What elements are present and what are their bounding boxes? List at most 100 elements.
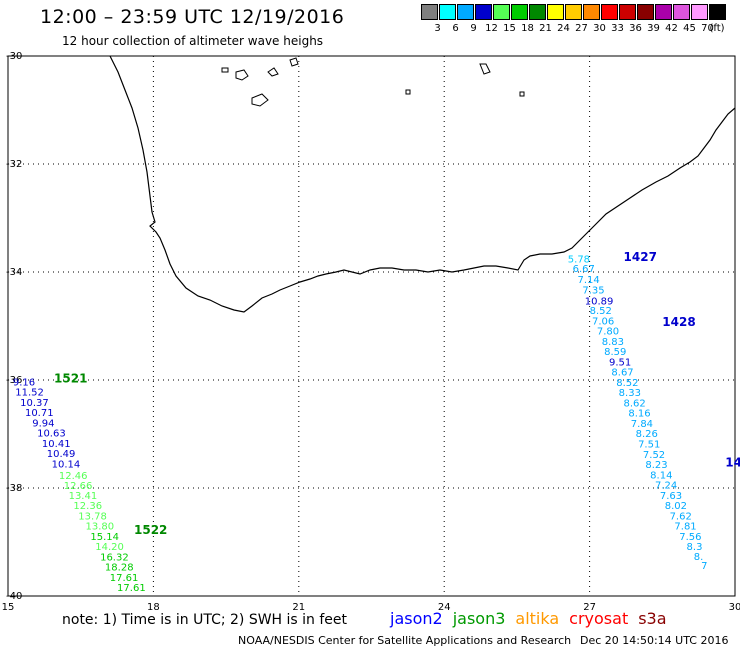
color-scale-swatch — [673, 4, 690, 20]
lon-tick-label: 24 — [438, 602, 451, 613]
coastline-island — [519, 91, 525, 97]
wave-height-value: 7.14 — [577, 275, 599, 286]
wave-height-value: 10.63 — [37, 429, 66, 440]
map-subtitle: 12 hour collection of altimeter wave hei… — [62, 34, 324, 48]
coastline-island — [221, 67, 229, 73]
wave-height-value: 14.20 — [95, 542, 124, 553]
coastline-island — [267, 67, 279, 77]
color-scale-label: 15 — [503, 23, 516, 34]
wave-height-value: 8.83 — [602, 337, 624, 348]
wave-height-value: 6.67 — [573, 264, 595, 275]
color-scale-swatch — [655, 4, 672, 20]
wave-height-value: 8.59 — [604, 347, 626, 358]
color-scale-swatch — [529, 4, 546, 20]
color-scale-swatch — [601, 4, 618, 20]
wave-height-value: 7 — [701, 561, 707, 572]
color-scale-label: 33 — [611, 23, 624, 34]
lat-tick-label: -36 — [6, 375, 22, 386]
credit-text: NOAA/NESDIS Center for Satellite Applica… — [238, 634, 572, 647]
wave-height-value: 9.94 — [32, 418, 54, 429]
color-scale-label: 30 — [593, 23, 606, 34]
color-scale-swatch — [457, 4, 474, 20]
color-scale-swatch — [565, 4, 582, 20]
pass-time-label: 1427 — [624, 250, 657, 264]
wave-height-value: 7.81 — [674, 522, 696, 533]
pass-time-label: 1428 — [662, 315, 695, 329]
wave-height-value: 10.41 — [42, 439, 71, 450]
timestamp-text: Dec 20 14:50:14 UTC 2016 — [580, 634, 729, 647]
wave-height-value: 8.33 — [619, 388, 641, 399]
color-scale-label: 6 — [452, 23, 459, 34]
color-scale-label: 45 — [683, 23, 696, 34]
lat-tick-label: -32 — [6, 159, 22, 170]
lat-tick-label: -38 — [6, 483, 22, 494]
lat-tick-label: -40 — [6, 591, 22, 602]
lon-tick-label: 27 — [583, 602, 596, 613]
wave-height-value: 11.52 — [15, 388, 44, 399]
wave-height-value: 7.62 — [670, 511, 692, 522]
wave-height-value: 13.41 — [69, 491, 98, 502]
color-scale-label: 39 — [647, 23, 660, 34]
wave-height-value: 10.71 — [25, 408, 54, 419]
wave-height-value: 9.51 — [609, 357, 631, 368]
color-scale-swatch — [439, 4, 456, 20]
data-labels: 5.786.677.147.3510.898.527.067.808.838.5… — [13, 250, 740, 594]
color-scale-swatch — [637, 4, 654, 20]
wave-height-value: 16.32 — [100, 552, 129, 563]
coastline-island — [479, 63, 491, 75]
pass-time-label: 1521 — [54, 372, 87, 386]
wave-height-value: 7.63 — [660, 491, 682, 502]
color-scale-swatch — [547, 4, 564, 20]
wave-height-value: 13.80 — [86, 522, 115, 533]
wave-height-value: 10.37 — [20, 398, 49, 409]
satellite-legend: jason2 jason3 altika cryosat s3a — [390, 609, 677, 628]
wave-height-value: 10.49 — [47, 449, 76, 460]
color-scale-swatch — [691, 4, 708, 20]
wave-height-value: 8.62 — [624, 398, 646, 409]
color-scale-swatch — [583, 4, 600, 20]
wave-height-value: 8.3 — [687, 542, 703, 553]
wave-height-value: 8.02 — [665, 501, 687, 512]
wave-height-value: 17.61 — [110, 573, 139, 584]
lat-tick-label: -34 — [6, 267, 22, 278]
wave-height-value: 8.14 — [650, 470, 672, 481]
wave-height-value: 8.52 — [590, 306, 612, 317]
color-scale-swatch — [421, 4, 438, 20]
color-scale-swatch — [475, 4, 492, 20]
color-scale-swatch — [511, 4, 528, 20]
legend-item-cryosat: cryosat — [569, 609, 629, 628]
legend-item-jason2: jason2 — [390, 609, 443, 628]
wave-height-value: 7.51 — [638, 440, 660, 451]
color-scale-label: 42 — [665, 23, 678, 34]
pass-time-label: 1522 — [134, 523, 167, 537]
map-border — [7, 55, 736, 597]
wave-height-value: 8.16 — [628, 409, 650, 420]
wave-height-value: 5.78 — [568, 254, 590, 265]
color-scale-label: 27 — [575, 23, 588, 34]
pass-time-label: 142 — [725, 455, 740, 469]
lon-tick-label: 15 — [2, 602, 15, 613]
wave-height-value: 7.56 — [679, 532, 701, 543]
color-scale-label: 12 — [485, 23, 498, 34]
color-scale-label: 21 — [539, 23, 552, 34]
coastline-island — [405, 89, 411, 95]
coastline-island — [251, 93, 269, 107]
wave-height-value: 12.36 — [73, 501, 102, 512]
color-scale-swatch — [619, 4, 636, 20]
wave-height-value: 7.35 — [582, 286, 604, 297]
graticule-grid: 15 18 21 24 27 30 -30 -32 -34 -36 -38 -40 — [2, 51, 740, 613]
color-scale-label: 9 — [470, 23, 477, 34]
color-scale-label: 70 — [701, 23, 714, 34]
coastline-mainland — [109, 55, 736, 313]
color-scale-label: 24 — [557, 23, 570, 34]
wave-height-value: 7.52 — [643, 450, 665, 461]
wave-height-value: 8.67 — [611, 368, 633, 379]
wave-height-value: 8.23 — [645, 460, 667, 471]
lon-tick-label: 18 — [147, 602, 160, 613]
color-scale-unit: (ft) — [709, 23, 725, 34]
lon-tick-label: 21 — [292, 602, 305, 613]
coastline — [109, 55, 736, 313]
wave-height-value: 12.46 — [59, 471, 88, 482]
lat-tick-label: -30 — [6, 51, 22, 62]
wave-height-value: 7.06 — [592, 316, 614, 327]
